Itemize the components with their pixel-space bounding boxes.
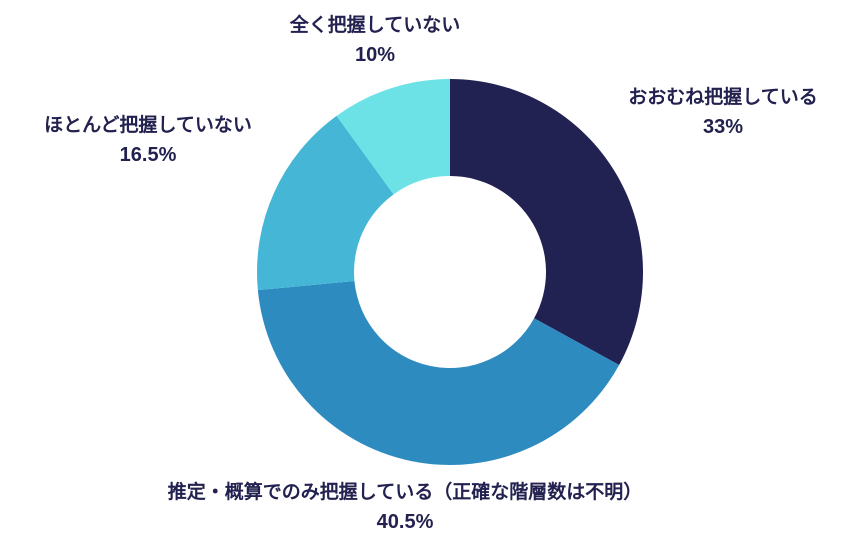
label-percent: 33% <box>702 116 744 138</box>
donut-slices <box>257 79 643 465</box>
label-text: 推定・概算でのみ把握している（正確な階層数は不明） <box>167 481 643 503</box>
label-text: おおむね把握している <box>628 86 818 108</box>
label-estimate-only: 推定・概算でのみ把握している（正確な階層数は不明） 40.5% <box>168 477 642 537</box>
donut-slice <box>336 79 450 195</box>
label-percent: 16.5% <box>119 144 177 166</box>
donut-slice <box>450 79 643 365</box>
label-text: ほとんど把握していない <box>44 114 252 136</box>
label-percent: 40.5% <box>376 511 434 533</box>
label-text: 全く把握していない <box>289 14 461 36</box>
label-barely-known: ほとんど把握していない 16.5% <box>44 110 252 170</box>
donut-slice <box>257 115 394 291</box>
donut-slice <box>257 281 620 465</box>
label-mostly-known: おおむね把握している 33% <box>628 82 817 142</box>
label-not-known: 全く把握していない 10% <box>290 10 460 70</box>
label-percent: 10% <box>354 44 396 66</box>
